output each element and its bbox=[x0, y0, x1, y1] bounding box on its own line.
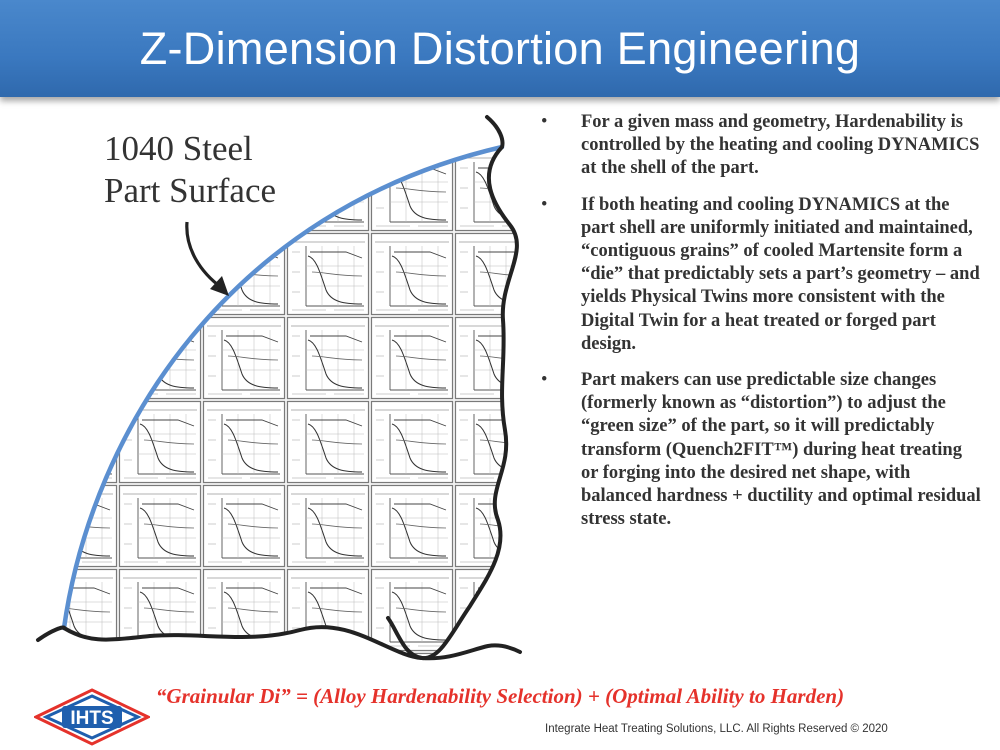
title-bar: Z-Dimension Distortion Engineering bbox=[0, 0, 1000, 97]
wavy-bottom-boundary bbox=[36, 625, 522, 661]
logo-text: IHTS bbox=[70, 708, 113, 729]
caption-arrow bbox=[185, 221, 223, 290]
bullet-marker: • bbox=[541, 112, 548, 132]
bullet-item: • Part makers can use predictable size c… bbox=[541, 369, 981, 531]
steel-grain-diagram bbox=[36, 115, 522, 661]
grainular-di-formula: “Grainular Di” = (Alloy Hardenability Se… bbox=[155, 684, 845, 708]
bullet-marker: • bbox=[541, 370, 548, 391]
bullet-marker: • bbox=[541, 194, 548, 215]
bullet-item: • For a given mass and geometry, Hardena… bbox=[541, 111, 981, 181]
caption-line-1: 1040 Steel bbox=[104, 129, 253, 168]
wavy-right-boundary bbox=[386, 115, 519, 661]
bullet-list: • For a given mass and geometry, Hardena… bbox=[541, 111, 981, 544]
caption-line-2: Part Surface bbox=[104, 171, 277, 210]
page-title: Z-Dimension Distortion Engineering bbox=[139, 23, 861, 74]
bullet-text: If both heating and cooling DYNAMICS at … bbox=[581, 194, 980, 354]
part-surface-line bbox=[61, 144, 505, 631]
bullet-text: Part makers can use predictable size cha… bbox=[581, 370, 981, 530]
footer-copyright: Integrate Heat Treating Solutions, LLC. … bbox=[545, 723, 888, 735]
bullet-item: • If both heating and cooling DYNAMICS a… bbox=[541, 194, 981, 356]
arrow-head-icon bbox=[210, 276, 229, 296]
diagram-caption: 1040 Steel Part Surface bbox=[104, 128, 334, 212]
ihts-logo: IHTS bbox=[34, 688, 150, 746]
bullet-text: For a given mass and geometry, Hardenabi… bbox=[581, 112, 980, 179]
